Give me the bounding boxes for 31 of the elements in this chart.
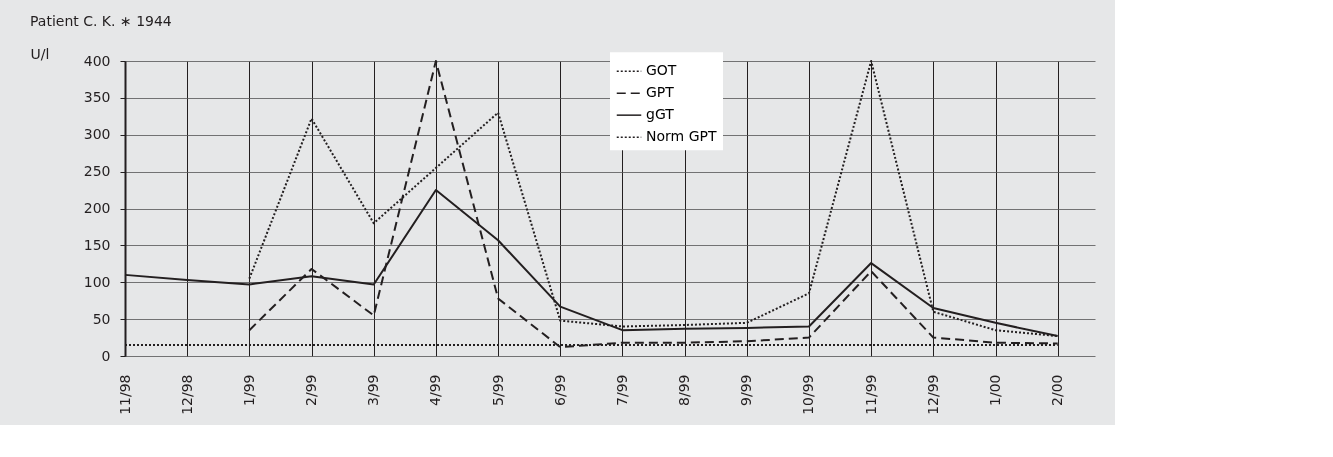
x-tick-label: 12/98 — [178, 374, 195, 415]
x-tick-label: 6/99 — [551, 374, 568, 406]
y-tick-label: 150 — [83, 236, 111, 253]
x-tick-label: 2/99 — [303, 374, 320, 406]
legend-label: GOT — [646, 62, 677, 79]
y-tick-label: 300 — [83, 126, 111, 143]
x-tick-label: 1/99 — [240, 374, 257, 406]
x-tick-label: 9/99 — [738, 374, 755, 406]
y-tick-label: 50 — [92, 310, 111, 327]
x-tick-label: 11/99 — [862, 374, 879, 415]
legend-label: gGT — [646, 106, 675, 123]
x-tick-label: 4/99 — [427, 374, 444, 406]
y-tick-label: 250 — [83, 163, 111, 180]
x-tick-label: 5/99 — [489, 374, 506, 406]
y-tick-label: 400 — [83, 52, 111, 69]
x-tick-label: 3/99 — [365, 374, 382, 406]
x-tick-label: 11/98 — [116, 374, 133, 415]
legend-label: Norm GPT — [646, 128, 717, 145]
x-tick-label: 12/99 — [924, 374, 941, 415]
y-tick-label: 350 — [83, 89, 111, 106]
y-axis-title: U/l — [30, 45, 50, 62]
y-tick-label: 0 — [101, 347, 111, 364]
x-tick-label: 8/99 — [676, 374, 693, 406]
chart-title: Patient C. K. ∗ 1944 — [30, 13, 172, 29]
x-tick-label: 1/00 — [987, 374, 1004, 406]
y-tick-label: 100 — [83, 273, 111, 290]
legend-label: GPT — [646, 84, 675, 101]
x-tick-label: 10/99 — [800, 374, 817, 415]
x-tick-label: 2/00 — [1049, 374, 1066, 406]
y-tick-label: 200 — [83, 200, 111, 216]
x-tick-label: 7/99 — [613, 374, 630, 406]
